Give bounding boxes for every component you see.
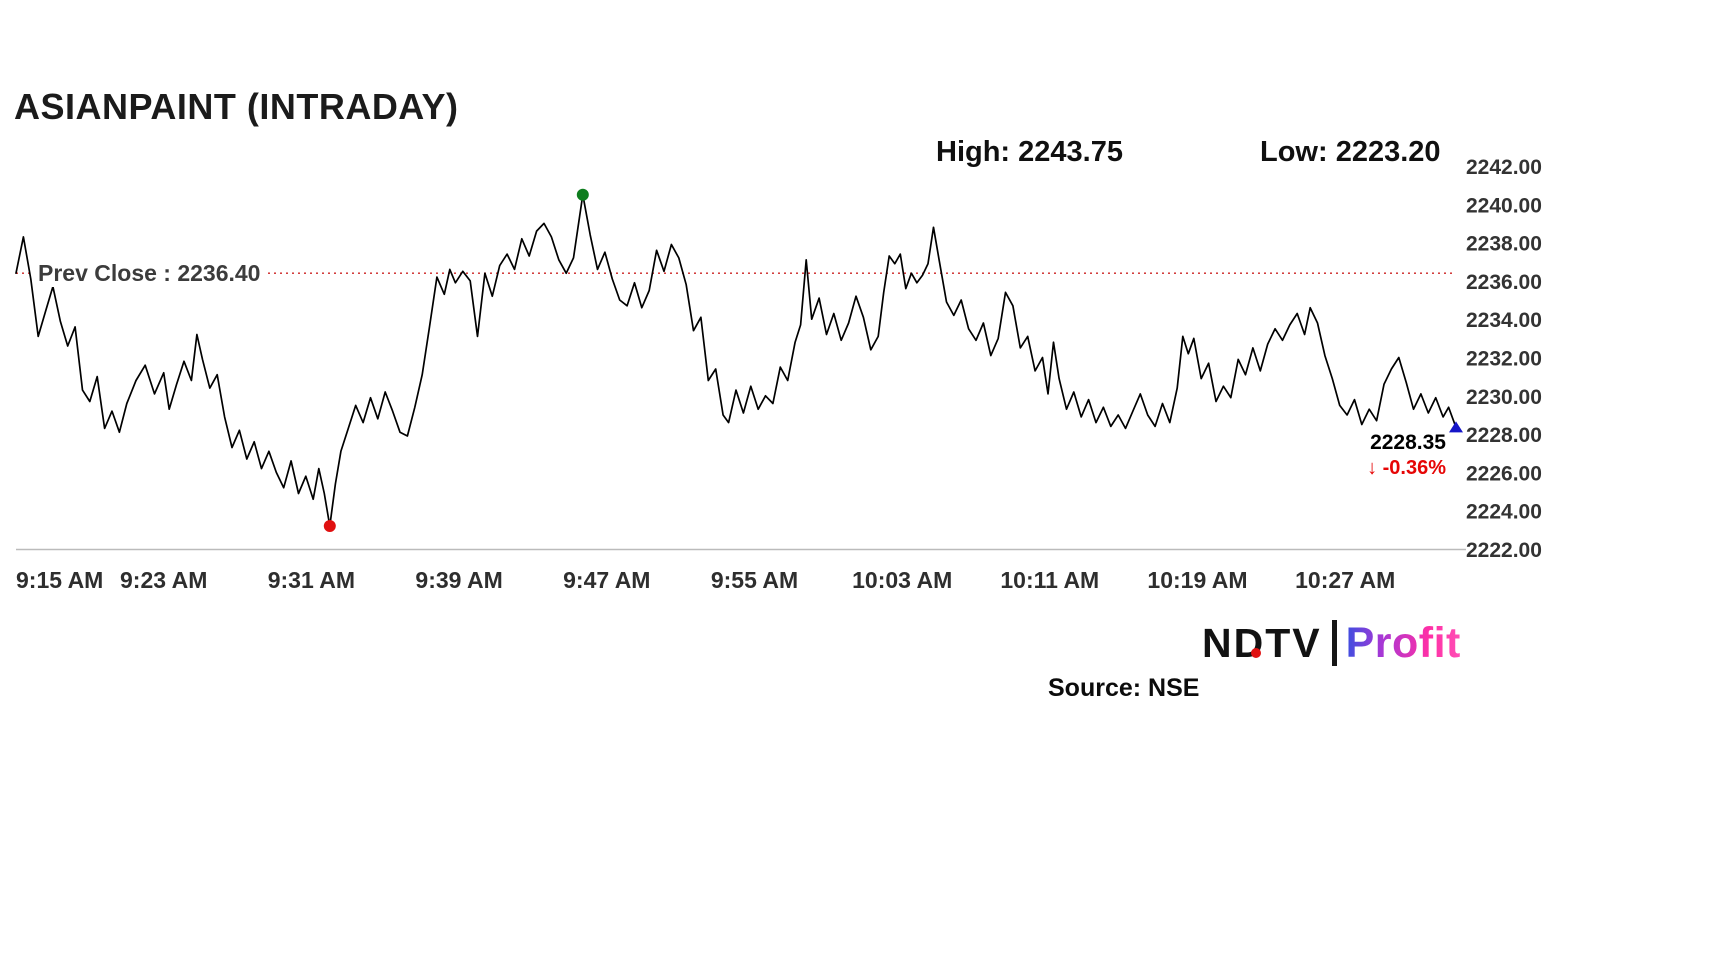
ndtv-logo-text: NDTV	[1202, 619, 1322, 666]
profit-logo-text: Profit	[1345, 618, 1461, 667]
high-label: High: 2243.75	[936, 136, 1123, 168]
x-axis-label: 10:03 AM	[852, 567, 952, 593]
y-axis-label: 2226.00	[1466, 462, 1542, 485]
y-axis-label: 2222.00	[1466, 539, 1542, 562]
x-axis-label: 9:47 AM	[563, 567, 650, 593]
price-line	[15, 193, 1457, 527]
source-label: Source: NSE	[1048, 674, 1200, 702]
x-axis-label: 9:55 AM	[711, 567, 798, 593]
x-axis-label: 10:11 AM	[1000, 567, 1099, 593]
y-axis-label: 2232.00	[1466, 348, 1542, 371]
y-axis-label: 2224.00	[1466, 501, 1542, 524]
last-point-marker	[1449, 421, 1463, 433]
ndtv-profit-logo: NDTV Profit	[1202, 618, 1461, 668]
x-axis-label: 9:31 AM	[268, 567, 355, 593]
x-axis-label: 9:23 AM	[120, 567, 207, 593]
low-point-marker	[323, 520, 336, 532]
chart-title: ASIANPAINT (INTRADAY)	[14, 86, 459, 127]
prev-close-label: Prev Close : 2236.40	[34, 260, 265, 287]
x-axis-label: 9:39 AM	[415, 567, 502, 593]
change-label: ↓ -0.36%	[1246, 457, 1446, 480]
y-axis-label: 2234.00	[1466, 309, 1542, 332]
low-label: Low: 2223.20	[1260, 136, 1441, 168]
y-axis-labels: 2242.00 2240.00 2238.00 2236.00 2234.00 2232.…	[1466, 156, 1542, 562]
x-axis-label: 9:15 AM	[16, 567, 103, 593]
ndtv-logo: NDTV	[1202, 620, 1322, 667]
y-axis-label: 2238.00	[1466, 233, 1542, 256]
ndtv-logo-red-dot-icon	[1251, 647, 1261, 658]
down-arrow-icon: ↓	[1367, 457, 1378, 479]
y-axis-label: 2230.00	[1466, 386, 1542, 409]
x-axis-label: 10:27 AM	[1295, 567, 1395, 593]
y-axis-label: 2240.00	[1466, 194, 1542, 217]
change-percent: -0.36%	[1382, 457, 1446, 479]
y-axis-label: 2236.00	[1466, 271, 1542, 294]
x-axis-label: 10:19 AM	[1147, 567, 1247, 593]
high-point-marker	[576, 188, 589, 201]
y-axis-label: 2242.00	[1466, 156, 1542, 179]
y-axis-label: 2228.00	[1466, 424, 1542, 447]
x-axis-labels: 9:15 AM 9:23 AM 9:31 AM 9:39 AM 9:47 AM 9:55 …	[16, 567, 1395, 593]
logo-separator-bar	[1331, 620, 1337, 666]
last-price-label: 2228.35	[1370, 431, 1446, 454]
